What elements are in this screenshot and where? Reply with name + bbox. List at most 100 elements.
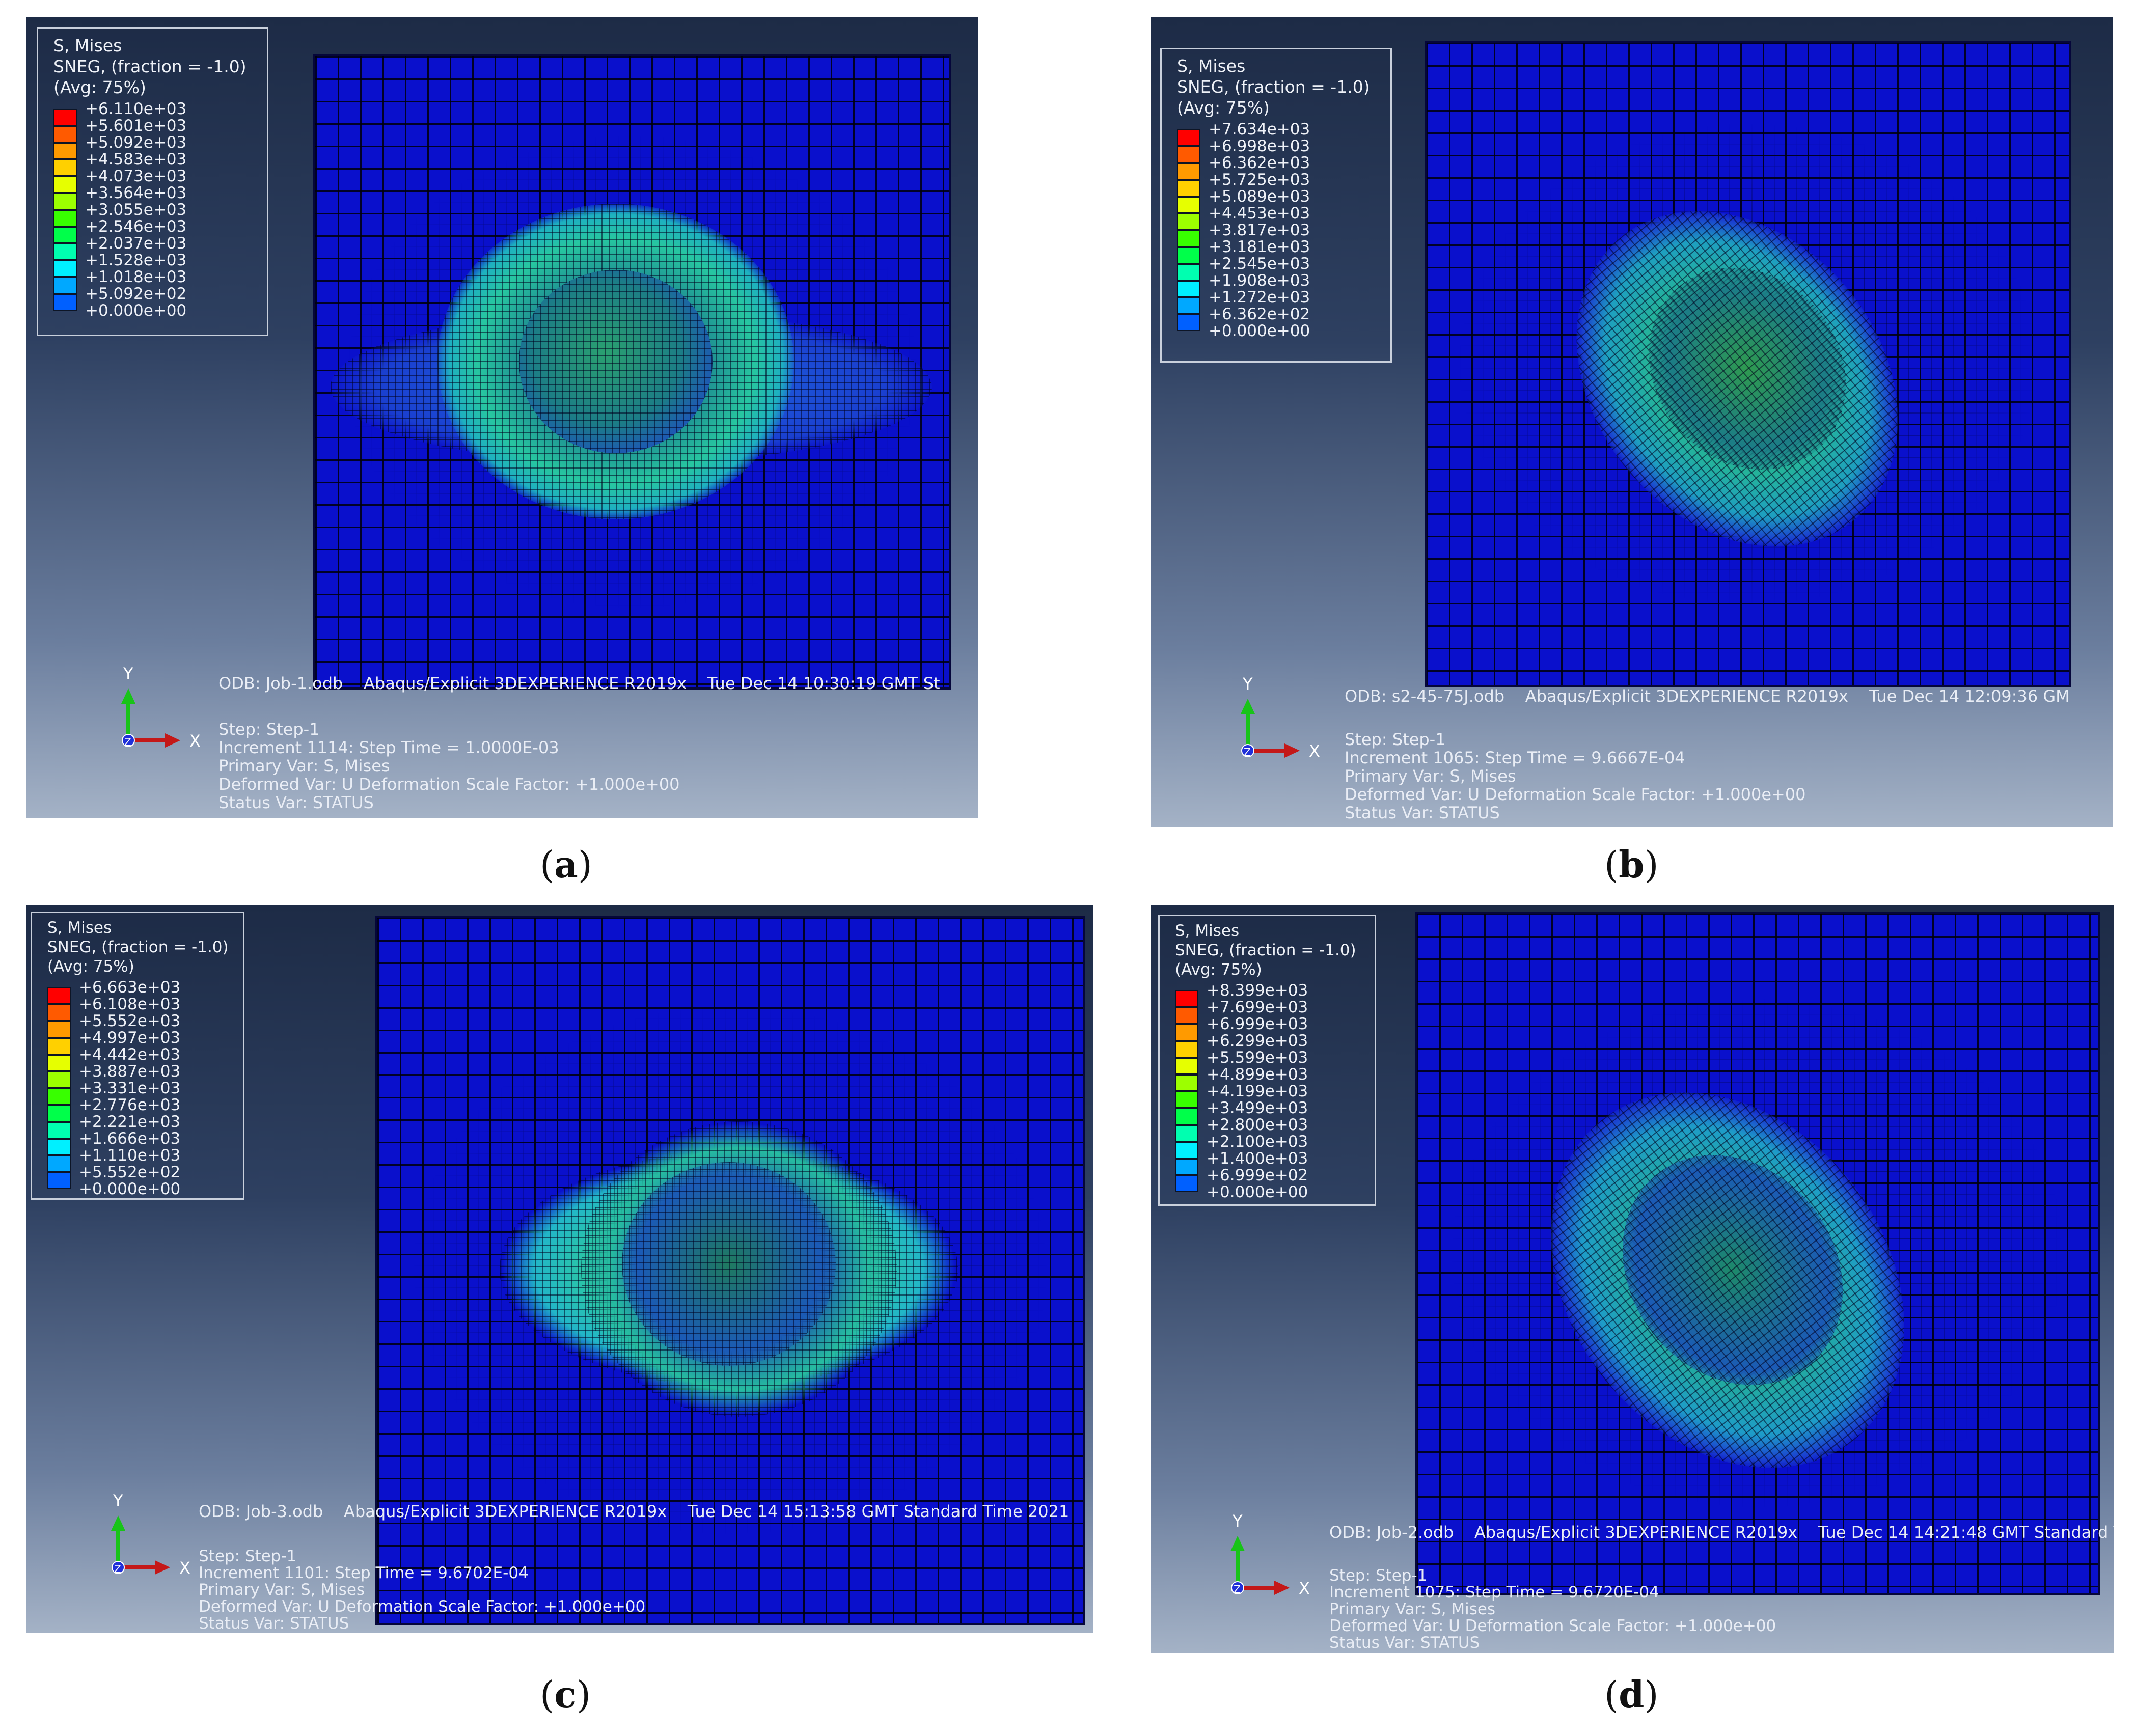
fe-mesh-plate <box>375 916 1085 1625</box>
legend-value: +5.601e+03 <box>85 117 187 135</box>
legend-swatch <box>1177 163 1200 180</box>
axis-triad-icon: Y X Z <box>111 1491 190 1578</box>
deformed-var: Deformed Var: U Deformation Scale Factor… <box>199 1597 646 1616</box>
legend-swatch <box>1175 990 1198 1007</box>
legend-value: +2.800e+03 <box>1207 1116 1308 1134</box>
legend-value: +1.666e+03 <box>79 1129 181 1148</box>
legend-swatch <box>47 1004 71 1021</box>
solver-name: Abaqus/Explicit 3DEXPERIENCE R2019x <box>1474 1523 1798 1542</box>
legend-swatch <box>53 243 77 260</box>
legend-scale: +6.663e+03 +6.108e+03 +5.552e+03 +4.997e+03… <box>47 979 243 1203</box>
caption-d: (d) <box>1604 1673 1659 1716</box>
solver-name: Abaqus/Explicit 3DEXPERIENCE R2019x <box>364 674 687 693</box>
legend-value: +6.998e+03 <box>1209 137 1310 155</box>
legend-swatch <box>1175 1041 1198 1058</box>
solver-name: Abaqus/Explicit 3DEXPERIENCE R2019x <box>344 1502 667 1521</box>
legend-swatch <box>1177 314 1200 331</box>
legend-value: +2.100e+03 <box>1207 1133 1308 1151</box>
legend-title: S, Mises <box>47 919 112 937</box>
odb-line: ODB: Job-2.odb Abaqus/Explicit 3DEXPERIE… <box>1329 1523 2114 1541</box>
axis-y-label: Y <box>113 1491 123 1510</box>
legend-value: +0.000e+00 <box>79 1180 181 1198</box>
increment-info: Increment 1101: Step Time = 9.6702E-04 <box>199 1564 529 1582</box>
legend-value: +3.887e+03 <box>79 1062 181 1081</box>
legend-value: +6.663e+03 <box>79 978 181 997</box>
axis-x-label: X <box>1299 1579 1310 1598</box>
legend-swatch <box>53 109 77 126</box>
legend-value: +6.110e+03 <box>85 100 187 118</box>
legend-avg: (Avg: 75%) <box>53 77 146 97</box>
odb-line: ODB: Job-3.odb Abaqus/Explicit 3DEXPERIE… <box>199 1502 1069 1521</box>
legend-value: +5.092e+03 <box>85 133 187 152</box>
odb-file: ODB: Job-3.odb <box>199 1502 323 1521</box>
legend-value: +5.725e+03 <box>1209 171 1310 189</box>
legend-swatch <box>47 1038 71 1055</box>
legend-value: +6.999e+03 <box>1207 1015 1308 1033</box>
legend-swatch <box>1175 1108 1198 1125</box>
legend-swatch <box>1177 180 1200 197</box>
legend-value: +7.634e+03 <box>1209 120 1310 139</box>
legend-value: +5.552e+03 <box>79 1012 181 1030</box>
legend-swatch <box>47 1088 71 1105</box>
legend-swatch <box>47 1071 71 1088</box>
fe-mesh-plate <box>1425 41 2071 687</box>
legend-swatch <box>1175 1159 1198 1175</box>
axis-triad-icon: Y X Z <box>1230 1511 1310 1598</box>
legend-swatch <box>53 260 77 277</box>
legend-value: +2.037e+03 <box>85 234 187 253</box>
legend-swatch <box>1177 264 1200 281</box>
timestamp: Tue Dec 14 14:21:48 GMT Standard Ti <box>1818 1523 2114 1542</box>
legend-scale: +8.399e+03 +7.699e+03 +6.999e+03 +6.299e+03… <box>1175 982 1375 1206</box>
deformed-var: Deformed Var: U Deformation Scale Factor… <box>1329 1617 1776 1635</box>
step-name: Step: Step-1 <box>218 720 320 739</box>
legend-value: +2.545e+03 <box>1209 255 1310 273</box>
legend-value: +4.199e+03 <box>1207 1082 1308 1100</box>
axis-x-label: X <box>179 1558 190 1578</box>
legend-value: +2.546e+03 <box>85 217 187 236</box>
contour-legend: S, Mises SNEG, (fraction = -1.0) (Avg: 7… <box>1158 915 1376 1206</box>
step-name: Step: Step-1 <box>199 1547 297 1565</box>
step-info: Step: Step-1 Increment 1101: Step Time =… <box>199 1548 645 1632</box>
legend-value: +3.181e+03 <box>1209 238 1310 256</box>
axis-z-label: Z <box>114 1563 121 1575</box>
legend-swatch <box>47 1055 71 1071</box>
legend-swatch <box>53 159 77 176</box>
legend-swatch <box>53 176 77 193</box>
legend-swatch <box>1175 1024 1198 1041</box>
legend-value: +5.599e+03 <box>1207 1049 1308 1067</box>
legend-value: +6.999e+02 <box>1207 1166 1308 1184</box>
contour-legend: S, Mises SNEG, (fraction = -1.0) (Avg: 7… <box>1160 48 1392 363</box>
legend-avg: (Avg: 75%) <box>1175 960 1262 979</box>
legend-value: +3.055e+03 <box>85 201 187 219</box>
legend-value: +5.089e+03 <box>1209 187 1310 206</box>
legend-value: +6.362e+03 <box>1209 154 1310 172</box>
status-var: Status Var: STATUS <box>199 1614 349 1633</box>
legend-swatch <box>1177 129 1200 146</box>
odb-file: ODB: Job-1.odb <box>218 674 343 693</box>
contour-legend: S, Mises SNEG, (fraction = -1.0) (Avg: 7… <box>31 912 244 1200</box>
legend-swatch <box>53 193 77 210</box>
legend-value: +4.583e+03 <box>85 150 187 169</box>
legend-value: +8.399e+03 <box>1207 981 1308 1000</box>
legend-swatch <box>1175 1074 1198 1091</box>
axis-z-label: Z <box>124 736 131 748</box>
legend-swatch <box>1175 1175 1198 1192</box>
legend-value: +2.221e+03 <box>79 1113 181 1131</box>
increment-info: Increment 1114: Step Time = 1.0000E-03 <box>218 738 559 757</box>
legend-title: S, Mises <box>1177 56 1246 76</box>
axis-y-label: Y <box>1232 1511 1243 1531</box>
contour-legend: S, Mises SNEG, (fraction = -1.0) (Avg: 7… <box>37 27 268 336</box>
legend-swatch <box>1177 146 1200 163</box>
timestamp: Tue Dec 14 10:30:19 GMT St <box>707 674 940 693</box>
primary-var: Primary Var: S, Mises <box>1329 1600 1496 1618</box>
legend-swatch <box>1177 230 1200 247</box>
step-info: Step: Step-1 Increment 1075: Step Time =… <box>1329 1567 1776 1651</box>
legend-swatch <box>1175 1091 1198 1108</box>
legend-avg: (Avg: 75%) <box>1177 98 1270 118</box>
step-info: Step: Step-1 Increment 1065: Step Time =… <box>1345 730 1806 822</box>
legend-subtitle: SNEG, (fraction = -1.0) <box>53 57 247 76</box>
legend-subtitle: SNEG, (fraction = -1.0) <box>1175 941 1356 959</box>
viewport-panel-b: S, Mises SNEG, (fraction = -1.0) (Avg: 7… <box>1151 17 2113 827</box>
legend-swatch <box>47 1155 71 1172</box>
timestamp: Tue Dec 14 15:13:58 GMT Standard Time 20… <box>687 1502 1070 1521</box>
